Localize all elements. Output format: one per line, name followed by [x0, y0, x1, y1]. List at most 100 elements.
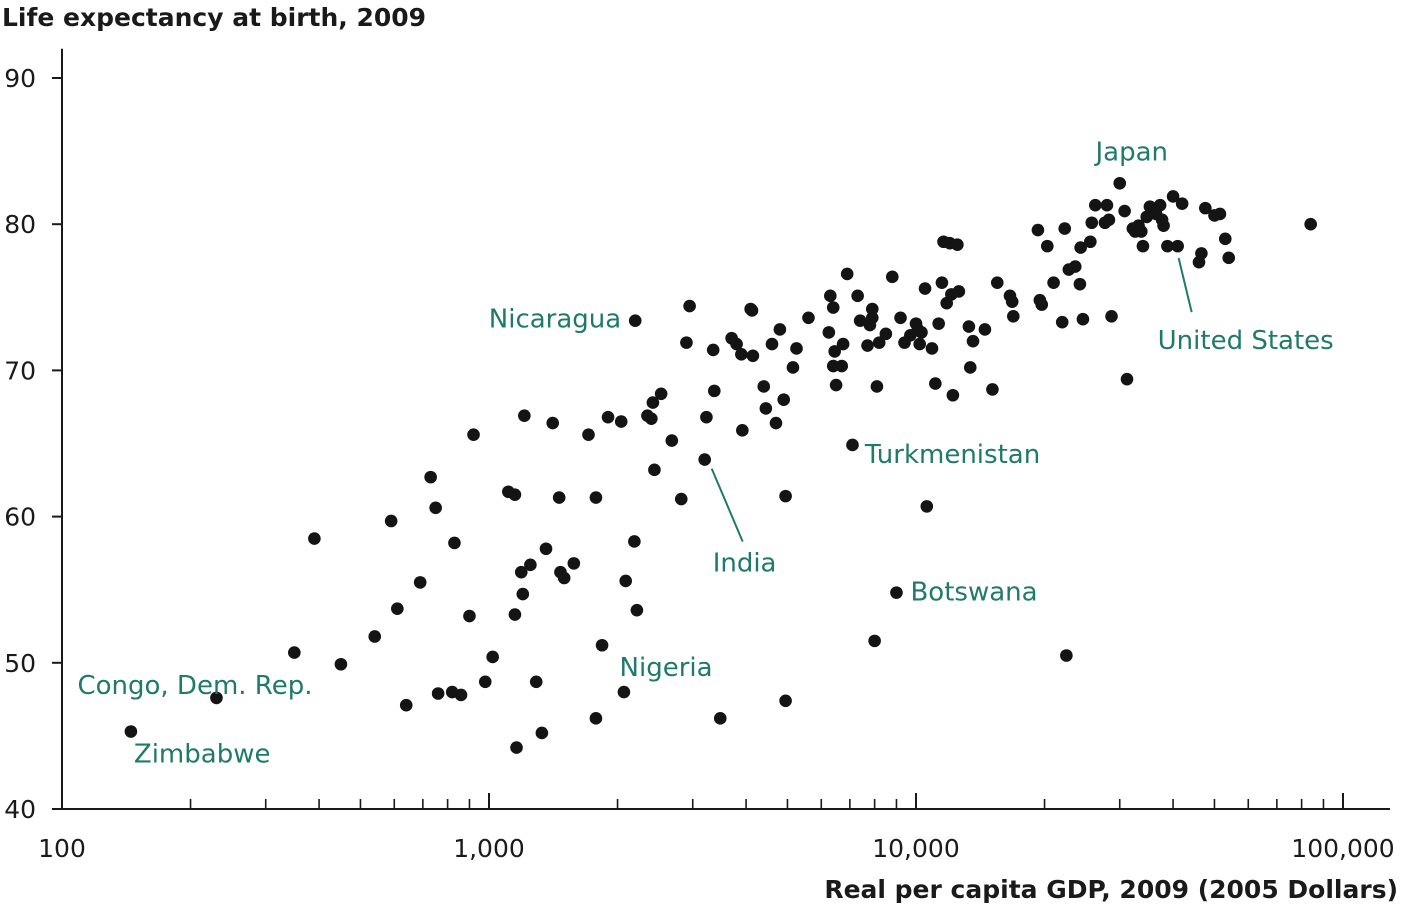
data-point	[1100, 198, 1114, 212]
x-tick-label: 100,000	[1291, 834, 1394, 863]
data-point	[790, 342, 803, 355]
data-point	[824, 289, 837, 303]
data-point	[557, 571, 571, 585]
data-point	[951, 238, 964, 251]
data-point	[1058, 222, 1072, 235]
data-point	[1153, 198, 1167, 212]
y-tick-label: 60	[4, 503, 36, 532]
data-point	[978, 323, 992, 336]
data-point	[861, 339, 874, 352]
data-point	[516, 587, 530, 601]
data-point	[730, 337, 743, 351]
data-point	[539, 542, 553, 556]
data-point	[288, 646, 301, 659]
data-point	[851, 289, 864, 303]
data-point	[779, 694, 792, 708]
data-point	[1007, 310, 1020, 323]
data-point	[952, 285, 966, 298]
data-point	[1076, 312, 1090, 326]
data-point	[619, 574, 633, 588]
x-tick-label: 100	[38, 834, 86, 863]
data-point	[1171, 239, 1184, 253]
data-point	[124, 725, 138, 738]
data-point	[1074, 241, 1087, 254]
annotation-label: India	[713, 549, 777, 579]
data-point	[826, 301, 840, 314]
data-point	[865, 302, 879, 316]
data-point	[334, 657, 348, 671]
data-point	[1105, 310, 1118, 323]
data-point	[413, 576, 427, 589]
data-point	[514, 565, 528, 579]
data-point	[1195, 247, 1208, 260]
data-point	[552, 491, 566, 504]
data-point	[966, 334, 980, 348]
data-point	[707, 384, 721, 398]
data-point	[1047, 276, 1060, 289]
data-point	[865, 311, 879, 325]
data-point	[1136, 239, 1150, 253]
data-point	[595, 638, 609, 652]
data-point	[836, 337, 850, 351]
data-point	[840, 267, 854, 281]
annotation-label: Zimbabwe	[134, 740, 271, 770]
data-point	[1118, 204, 1131, 218]
data-point	[868, 634, 881, 648]
data-point	[946, 388, 960, 402]
annotation-label: Japan	[1093, 137, 1168, 167]
data-point	[680, 336, 693, 349]
data-point	[765, 337, 779, 351]
data-point	[1134, 225, 1148, 238]
data-point	[617, 685, 631, 699]
data-point	[486, 650, 499, 664]
data-point	[913, 337, 926, 351]
data-point	[920, 500, 934, 513]
data-point	[508, 488, 522, 501]
data-point	[932, 317, 945, 330]
data-point	[885, 270, 899, 284]
data-point	[1199, 201, 1212, 215]
data-point	[853, 314, 867, 327]
data-point	[391, 602, 404, 616]
data-point	[872, 336, 886, 349]
data-point	[683, 299, 696, 313]
data-points	[124, 176, 1317, 754]
data-point	[829, 378, 843, 392]
data-point	[1035, 298, 1049, 311]
data-point	[786, 361, 800, 374]
data-point	[773, 323, 787, 336]
data-point	[478, 675, 492, 689]
data-point	[589, 712, 603, 725]
annotation-label: Botswana	[910, 578, 1037, 608]
data-point	[582, 428, 595, 442]
data-point	[518, 409, 531, 423]
x-tick-label: 10,000	[872, 834, 959, 863]
data-point	[630, 603, 644, 617]
data-point	[467, 428, 480, 442]
data-point	[654, 387, 668, 401]
data-point	[1085, 216, 1099, 230]
data-point	[614, 415, 628, 428]
data-point	[399, 698, 413, 712]
data-point	[448, 536, 461, 550]
data-point	[779, 489, 792, 503]
annotation-label: Congo, Dem. Rep.	[77, 671, 312, 701]
data-point	[1113, 176, 1127, 190]
data-point	[1157, 219, 1170, 232]
data-point	[1060, 649, 1073, 662]
data-point	[1031, 223, 1045, 237]
data-point	[736, 424, 749, 437]
data-point	[628, 535, 641, 548]
data-point	[567, 557, 581, 570]
data-point	[210, 691, 223, 705]
data-point	[429, 501, 442, 515]
data-point	[646, 396, 660, 409]
data-point	[1102, 213, 1116, 227]
data-point	[546, 416, 560, 430]
data-point	[777, 393, 791, 406]
data-point	[535, 726, 549, 740]
data-point	[508, 608, 522, 621]
data-point	[529, 675, 543, 689]
data-point	[1073, 277, 1087, 291]
